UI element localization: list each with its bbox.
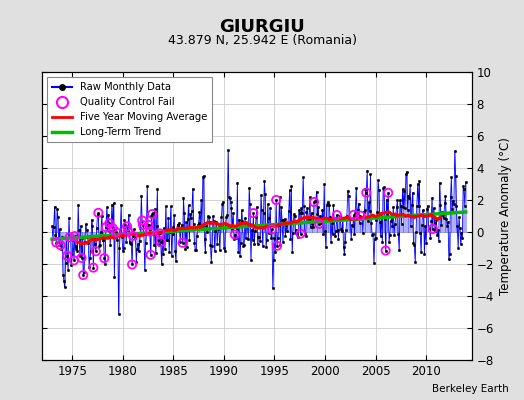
Y-axis label: Temperature Anomaly (°C): Temperature Anomaly (°C) [499,137,512,295]
Line: Long-Term Trend: Long-Term Trend [52,212,466,239]
Long-Term Trend [49,237,55,242]
Quality Control Fail [315,221,323,227]
Five Year Moving Average [78,241,84,246]
Legend: Raw Monthly Data, Quality Control Fail, Five Year Moving Average, Long-Term Tren: Raw Monthly Data, Quality Control Fail, … [47,77,212,142]
Raw Monthly Data [115,311,122,316]
Five Year Moving Average [385,210,391,214]
Long-Term Trend [397,214,403,219]
Quality Control Fail [362,190,370,196]
Quality Control Fail [146,228,154,235]
Long-Term Trend [315,219,321,224]
Five Year Moving Average [362,215,368,220]
Five Year Moving Average [327,218,333,222]
Quality Control Fail [145,222,153,228]
Five Year Moving Average [355,216,361,221]
Quality Control Fail [138,217,146,224]
Raw Monthly Data [463,180,469,184]
Long-Term Trend [463,210,469,214]
Raw Monthly Data [208,259,214,264]
Quality Control Fail [139,222,147,228]
Quality Control Fail [66,234,74,240]
Quality Control Fail [89,264,97,271]
Five Year Moving Average [103,236,109,240]
Quality Control Fail [429,226,437,232]
Quality Control Fail [71,233,79,239]
Quality Control Fail [70,257,78,264]
Quality Control Fail [249,210,258,216]
Five Year Moving Average [409,214,415,218]
Quality Control Fail [78,255,86,261]
Raw Monthly Data [390,204,396,209]
Quality Control Fail [297,230,305,237]
Quality Control Fail [146,252,155,258]
Text: 43.879 N, 25.942 E (Romania): 43.879 N, 25.942 E (Romania) [168,34,356,47]
Quality Control Fail [56,242,64,248]
Raw Monthly Data [317,214,323,218]
Quality Control Fail [333,212,341,218]
Quality Control Fail [273,242,281,249]
Quality Control Fail [63,252,71,259]
Raw Monthly Data [94,212,101,217]
Text: Berkeley Earth: Berkeley Earth [432,384,508,394]
Quality Control Fail [124,227,132,234]
Quality Control Fail [123,223,131,230]
Line: Raw Monthly Data: Raw Monthly Data [51,149,467,315]
Quality Control Fail [356,212,365,219]
Quality Control Fail [231,231,239,238]
Quality Control Fail [102,224,110,230]
Quality Control Fail [384,190,392,196]
Quality Control Fail [310,199,318,205]
Quality Control Fail [381,247,390,254]
Quality Control Fail [148,211,157,217]
Raw Monthly Data [427,226,433,231]
Quality Control Fail [108,225,117,232]
Line: Five Year Moving Average: Five Year Moving Average [78,212,441,244]
Quality Control Fail [92,248,100,254]
Quality Control Fail [94,210,103,216]
Quality Control Fail [156,230,164,237]
Quality Control Fail [272,197,280,203]
Quality Control Fail [157,239,165,245]
Quality Control Fail [128,261,136,268]
Long-Term Trend [388,214,395,219]
Long-Term Trend [94,234,101,239]
Quality Control Fail [268,226,276,232]
Quality Control Fail [179,240,187,246]
Quality Control Fail [100,255,108,261]
Raw Monthly Data [49,224,55,229]
Quality Control Fail [79,272,88,278]
Quality Control Fail [112,229,120,235]
Long-Term Trend [424,212,431,217]
Five Year Moving Average [438,215,444,220]
Quality Control Fail [52,239,60,246]
Text: GIURGIU: GIURGIU [219,18,305,36]
Five Year Moving Average [74,240,81,244]
Quality Control Fail [350,212,358,218]
Quality Control Fail [105,220,114,226]
Quality Control Fail [129,233,137,239]
Long-Term Trend [208,226,214,231]
Raw Monthly Data [399,222,405,226]
Raw Monthly Data [225,148,231,153]
Five Year Moving Average [286,220,292,225]
